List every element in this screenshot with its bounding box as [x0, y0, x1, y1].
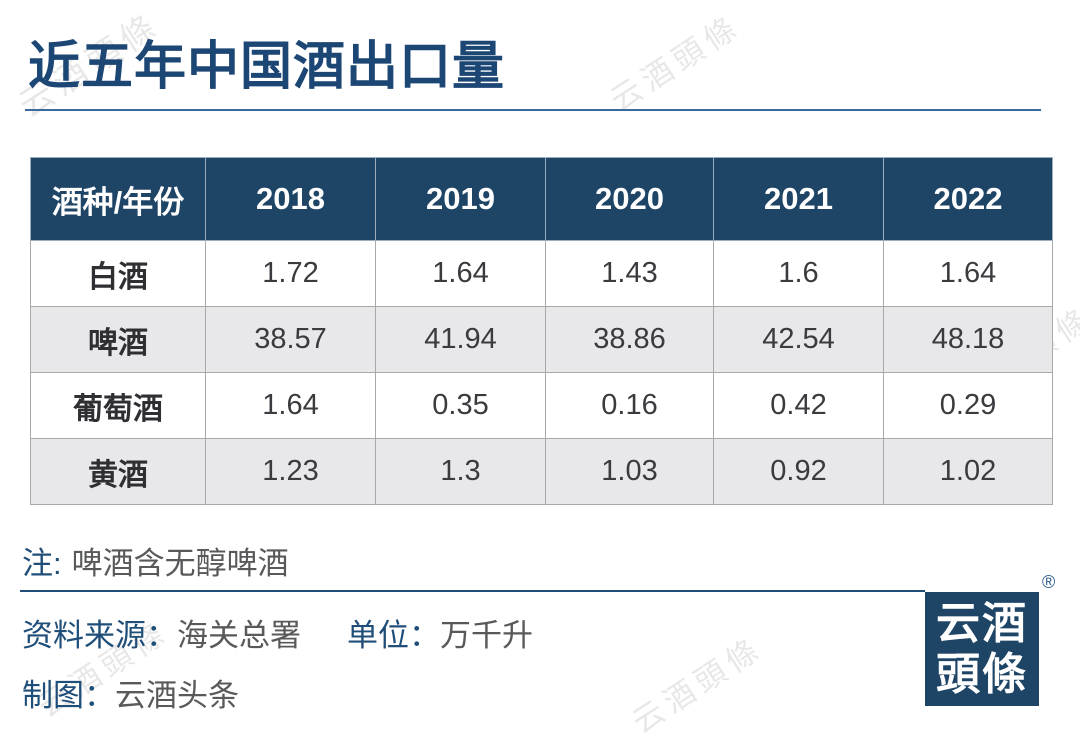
- note-text: 啤酒含无醇啤酒: [71, 546, 289, 581]
- value-cell: 1.64: [205, 372, 376, 439]
- value-cell: 42.54: [713, 306, 884, 373]
- value-cell: 1.64: [883, 240, 1053, 307]
- value-cell: 48.18: [883, 306, 1053, 373]
- watermark-text: 云酒頭條: [626, 630, 770, 740]
- value-cell: 38.86: [545, 306, 714, 373]
- watermark-text: 云酒頭條: [604, 8, 748, 118]
- source-value: 海关总署: [177, 618, 301, 653]
- value-cell: 1.6: [713, 240, 884, 307]
- header-cell-2022: 2022: [883, 157, 1053, 241]
- header-cell-2019: 2019: [375, 157, 546, 241]
- logo-line2: 頭條: [936, 649, 1028, 700]
- value-cell: 1.3: [375, 438, 546, 505]
- export-volume-table: 酒种/年份 2018 2019 2020 2021 2022 白酒 1.72 1…: [30, 157, 1053, 505]
- table-row-wine: 葡萄酒 1.64 0.35 0.16 0.42 0.29: [30, 372, 1053, 439]
- value-cell: 41.94: [375, 306, 546, 373]
- credit-value: 云酒头条: [115, 678, 239, 713]
- note-divider: [20, 590, 925, 592]
- value-cell: 1.02: [883, 438, 1053, 505]
- row-label-cell: 葡萄酒: [30, 372, 206, 439]
- row-label-cell: 白酒: [30, 240, 206, 307]
- logo-line1: 云酒: [936, 598, 1028, 649]
- source-line: 资料来源：海关总署 单位：万千升: [22, 610, 533, 655]
- value-cell: 0.29: [883, 372, 1053, 439]
- page-title: 近五年中国酒出口量: [28, 38, 506, 96]
- source-label: 资料来源：: [22, 618, 177, 653]
- table-row-baijiu: 白酒 1.72 1.64 1.43 1.6 1.64: [30, 240, 1053, 307]
- credit-label: 制图：: [22, 678, 115, 713]
- brand-logo: 云酒 頭條: [925, 592, 1039, 706]
- registered-trademark-icon: ®: [1042, 572, 1056, 592]
- value-cell: 1.03: [545, 438, 714, 505]
- header-cell-category: 酒种/年份: [30, 157, 206, 241]
- value-cell: 1.64: [375, 240, 546, 307]
- header-cell-2020: 2020: [545, 157, 714, 241]
- value-cell: 0.92: [713, 438, 884, 505]
- credit-line: 制图：云酒头条: [22, 670, 239, 715]
- row-label-cell: 啤酒: [30, 306, 206, 373]
- value-cell: 38.57: [205, 306, 376, 373]
- table-row-beer: 啤酒 38.57 41.94 38.86 42.54 48.18: [30, 306, 1053, 373]
- row-label-cell: 黄酒: [30, 438, 206, 505]
- value-cell: 1.72: [205, 240, 376, 307]
- header-cell-2021: 2021: [713, 157, 884, 241]
- value-cell: 0.35: [375, 372, 546, 439]
- unit-value: 万千升: [440, 618, 533, 653]
- value-cell: 0.42: [713, 372, 884, 439]
- note-label: 注:: [22, 546, 62, 581]
- note-line: 注: 啤酒含无醇啤酒: [22, 538, 289, 583]
- table-row-huangjiu: 黄酒 1.23 1.3 1.03 0.92 1.02: [30, 438, 1053, 505]
- header-cell-2018: 2018: [205, 157, 376, 241]
- table-header-row: 酒种/年份 2018 2019 2020 2021 2022: [30, 157, 1053, 241]
- value-cell: 1.43: [545, 240, 714, 307]
- unit-label: 单位：: [347, 618, 440, 653]
- value-cell: 0.16: [545, 372, 714, 439]
- value-cell: 1.23: [205, 438, 376, 505]
- title-divider: [25, 109, 1041, 111]
